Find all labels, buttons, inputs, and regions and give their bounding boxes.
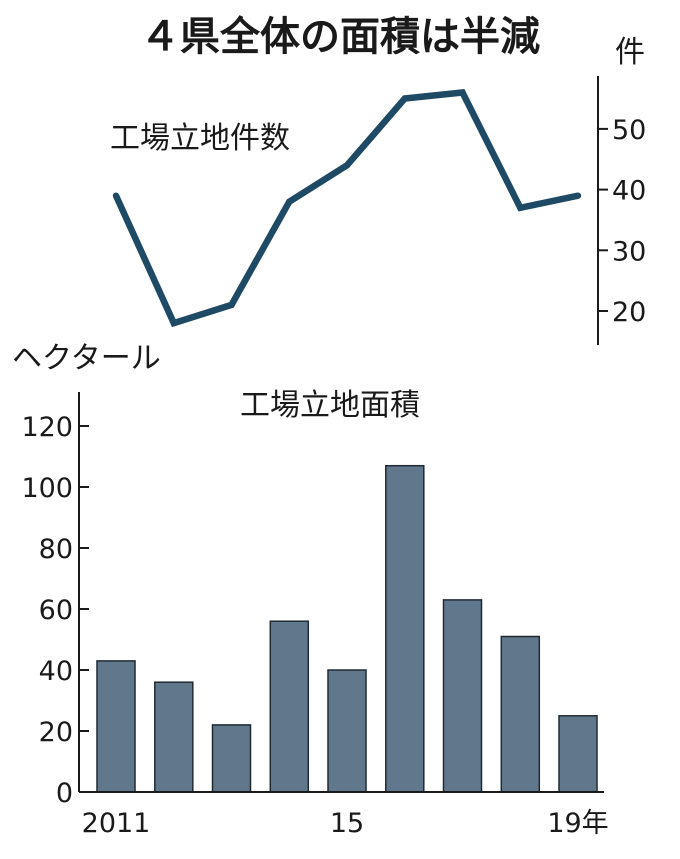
bar-chart: ヘクタール 工場立地面積 0 20 40 60 80 100 120 2011 15 19年 bbox=[12, 341, 609, 839]
bar-x-tick-label: 2011 bbox=[82, 808, 151, 839]
line-chart-y-ticks: 20 30 40 50 bbox=[598, 115, 646, 328]
bar-y-tick-label: 60 bbox=[39, 595, 73, 626]
bar-chart-title: 工場立地面積 bbox=[240, 388, 420, 423]
line-point-2016 bbox=[401, 95, 408, 102]
line-y-tick-label: 50 bbox=[612, 115, 646, 146]
line-point-2011 bbox=[112, 192, 120, 199]
line-point-2019 bbox=[574, 192, 582, 199]
line-chart-title: 工場立地件数 bbox=[110, 121, 290, 156]
line-point-2013 bbox=[228, 301, 235, 309]
bar-2011 bbox=[96, 660, 136, 793]
bar-2012 bbox=[154, 681, 194, 793]
bar-y-tick-label: 40 bbox=[39, 656, 73, 687]
line-point-2018 bbox=[517, 204, 524, 212]
line-y-tick-label: 30 bbox=[612, 236, 646, 267]
line-y-tick-label: 40 bbox=[612, 176, 646, 207]
bar-y-tick-label: 120 bbox=[21, 412, 73, 443]
line-chart-unit: 件 bbox=[615, 35, 645, 70]
line-point-2012 bbox=[170, 319, 177, 327]
chart-title: ４県全体の面積は半減 bbox=[140, 14, 540, 60]
bar-chart-y-ticks: 0 20 40 60 80 100 120 bbox=[21, 412, 89, 809]
bar-y-tick-label: 20 bbox=[39, 717, 73, 748]
line-point-2017 bbox=[459, 89, 466, 96]
line-point-2014 bbox=[286, 198, 293, 205]
bar-chart-unit: ヘクタール bbox=[12, 341, 161, 376]
line-y-tick-label: 20 bbox=[612, 297, 646, 328]
bar-y-tick-label: 100 bbox=[21, 473, 73, 504]
bar-y-tick-label: 0 bbox=[56, 778, 73, 809]
bar-2017 bbox=[442, 599, 483, 793]
bar-2018 bbox=[500, 635, 541, 793]
bar-chart-bars bbox=[96, 464, 598, 793]
bar-2014 bbox=[269, 620, 310, 793]
line-point-2015 bbox=[343, 162, 351, 169]
bar-2019 bbox=[558, 715, 598, 793]
bar-x-tick-label: 19年 bbox=[547, 808, 608, 839]
bar-x-tick-label: 15 bbox=[330, 808, 364, 839]
bar-2013 bbox=[211, 724, 252, 793]
bar-2015 bbox=[327, 669, 367, 793]
bar-2016 bbox=[385, 464, 425, 793]
bar-y-tick-label: 80 bbox=[39, 534, 73, 565]
line-chart: 工場立地件数 件 20 30 40 50 bbox=[110, 35, 646, 345]
bar-chart-x-ticks: 2011 15 19年 bbox=[82, 808, 609, 839]
